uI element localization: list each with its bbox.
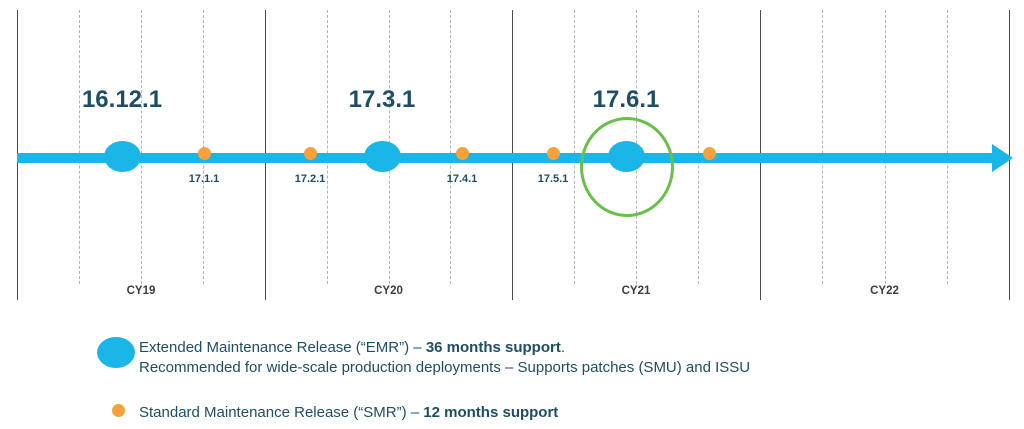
quarter-gridline: [574, 10, 575, 284]
emr-legend-line1: Extended Maintenance Release (“EMR”) – 3…: [139, 339, 565, 356]
quarter-gridline: [822, 10, 824, 284]
smr-legend-text: Standard Maintenance Release (“SMR”) – 1…: [139, 404, 559, 421]
quarter-gridline: [79, 10, 80, 284]
smr-release-dot: [546, 147, 560, 160]
smr-release-dot: [702, 147, 716, 160]
emr-release-dot: [363, 141, 401, 172]
quarter-gridline: [946, 10, 948, 284]
timeline-bar: [17, 153, 993, 163]
smr-release-dot: [455, 147, 469, 160]
smr-release-label: 17.4.1: [446, 173, 478, 185]
year-label: CY21: [621, 285, 651, 297]
quarter-gridline: [884, 10, 886, 284]
emr-release-label: 16.12.1: [81, 86, 163, 113]
quarter-gridline: [450, 10, 452, 284]
emr-release-label: 17.6.1: [592, 86, 660, 113]
year-label: CY22: [870, 285, 899, 297]
year-label: CY19: [126, 285, 156, 297]
year-label: CY20: [374, 285, 403, 297]
emr-legend-text: Extended Maintenance Release (“EMR”) – 3…: [139, 338, 750, 378]
emr-release-dot: [103, 141, 141, 172]
smr-release-label: 17.5.1: [537, 173, 569, 185]
emr-legend-line2: Recommended for wide-scale production de…: [139, 359, 751, 376]
smr-release-dot: [303, 147, 317, 160]
quarter-gridline: [698, 10, 699, 284]
emr-legend-marker-icon: [97, 337, 135, 368]
smr-release-label: 17.1.1: [188, 173, 220, 185]
highlight-circle: [580, 117, 674, 217]
quarter-gridline: [326, 10, 328, 284]
timeline-arrowhead-icon: [992, 144, 1013, 172]
smr-release-dot: [197, 147, 211, 160]
emr-release-label: 17.3.1: [348, 86, 416, 113]
smr-release-label: 17.2.1: [294, 173, 326, 185]
quarter-gridline: [141, 10, 142, 284]
smr-legend-marker-icon: [112, 404, 125, 417]
